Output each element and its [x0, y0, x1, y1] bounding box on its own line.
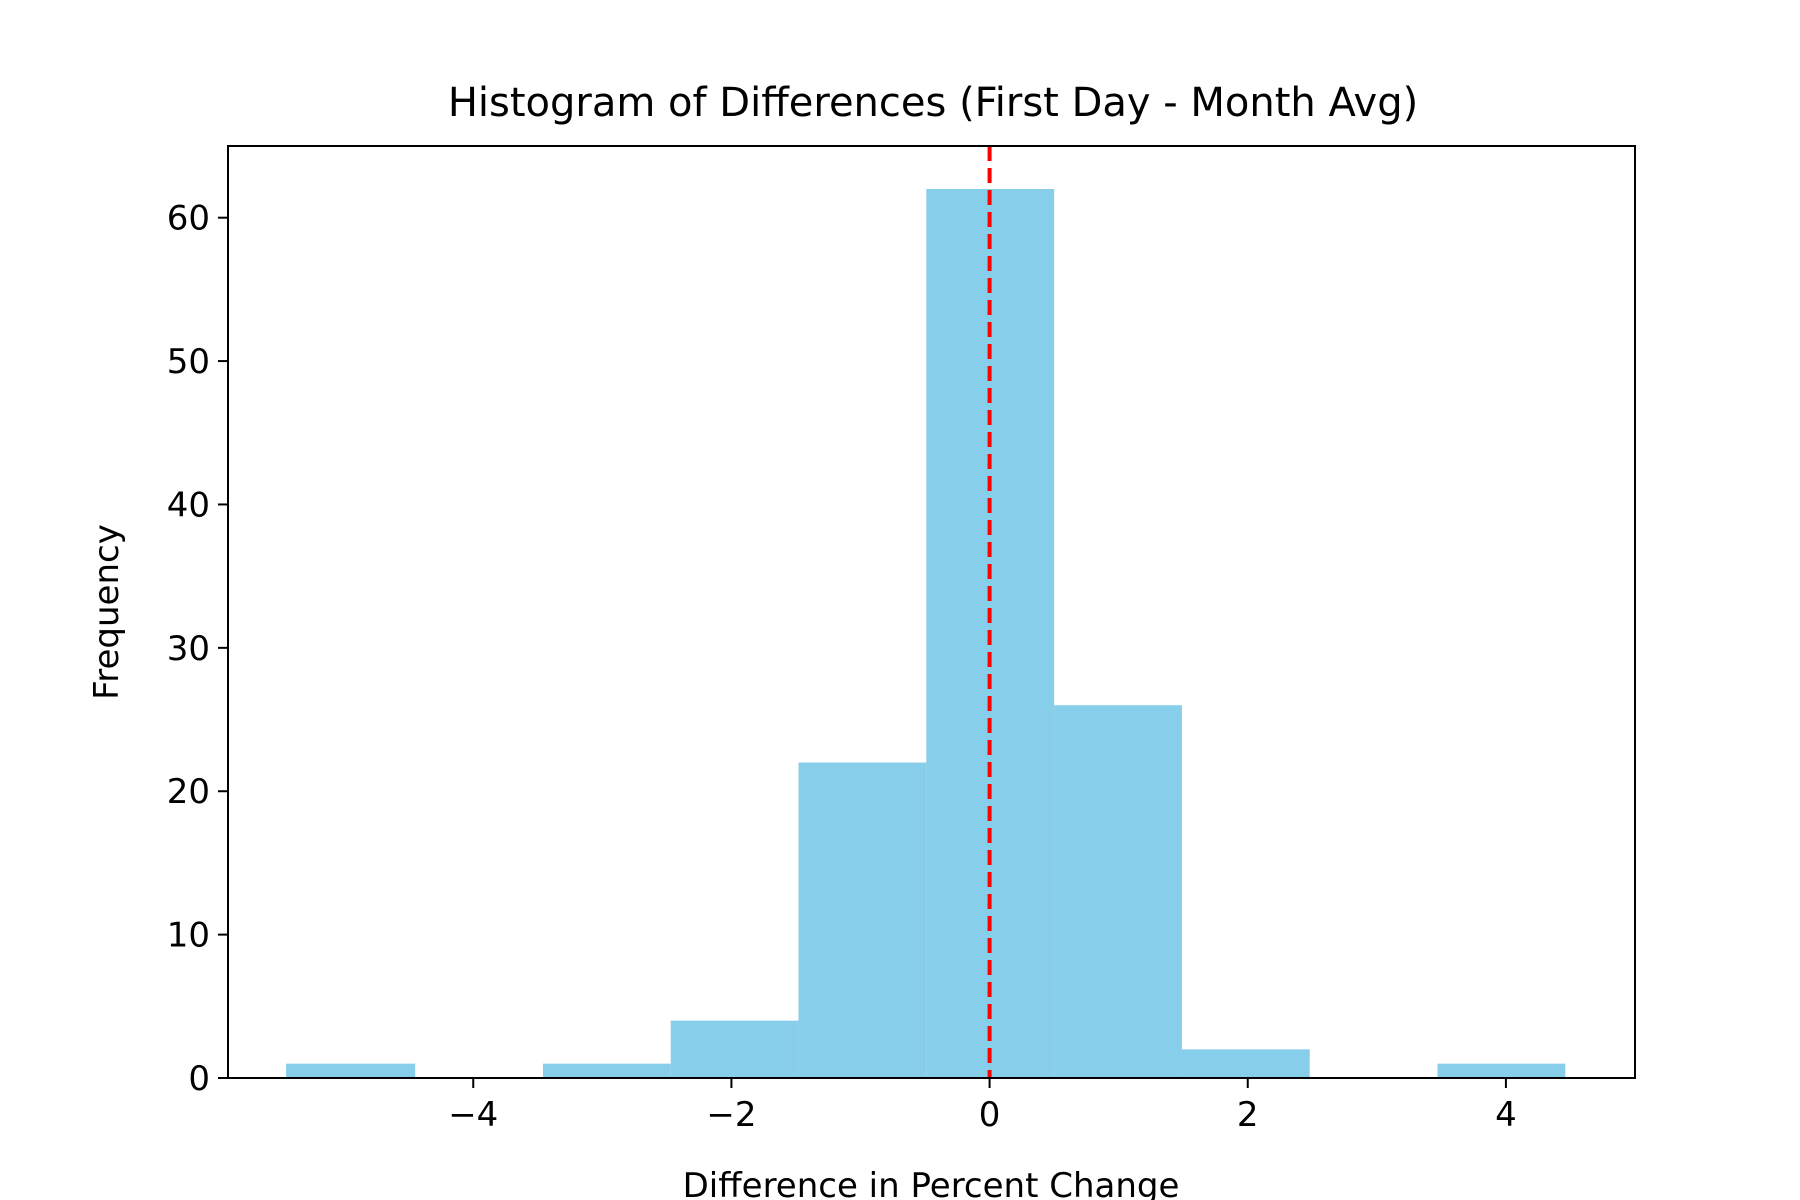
plot-frame	[227, 145, 1636, 1079]
chart-title: Histogram of Differences (First Day - Mo…	[448, 80, 1418, 126]
y-tick-label-1: 10	[167, 916, 210, 956]
x-tick-label-0: −4	[448, 1095, 498, 1135]
y-tick-label-0: 0	[188, 1059, 210, 1099]
histogram-bar-7	[1181, 1049, 1310, 1078]
bars-layer	[286, 189, 1566, 1078]
y-tick-label-6: 60	[167, 199, 210, 239]
x-axis-label: Difference in Percent Change	[683, 1166, 1180, 1200]
y-tick-label-3: 30	[167, 629, 210, 669]
histogram-bar-4	[798, 762, 927, 1078]
y-axis-ticks: 0 10 20 30 40 50 60	[167, 199, 228, 1099]
histogram-bar-0	[286, 1063, 416, 1078]
histogram-bar-6	[1054, 705, 1182, 1078]
x-tick-label-3: 2	[1237, 1095, 1259, 1135]
y-tick-label-4: 40	[167, 485, 210, 525]
histogram-bar-2	[542, 1063, 671, 1078]
histogram-bar-9	[1437, 1063, 1566, 1078]
x-tick-label-1: −2	[706, 1095, 756, 1135]
histogram-bar-3	[670, 1020, 799, 1078]
x-tick-label-2: 0	[979, 1095, 1001, 1135]
y-tick-label-2: 20	[167, 772, 210, 812]
x-tick-label-4: 4	[1495, 1095, 1517, 1135]
y-axis-label: Frequency	[87, 524, 127, 700]
x-axis-ticks: −4 −2 0 2 4	[448, 1078, 1517, 1135]
y-tick-label-5: 50	[167, 342, 210, 382]
